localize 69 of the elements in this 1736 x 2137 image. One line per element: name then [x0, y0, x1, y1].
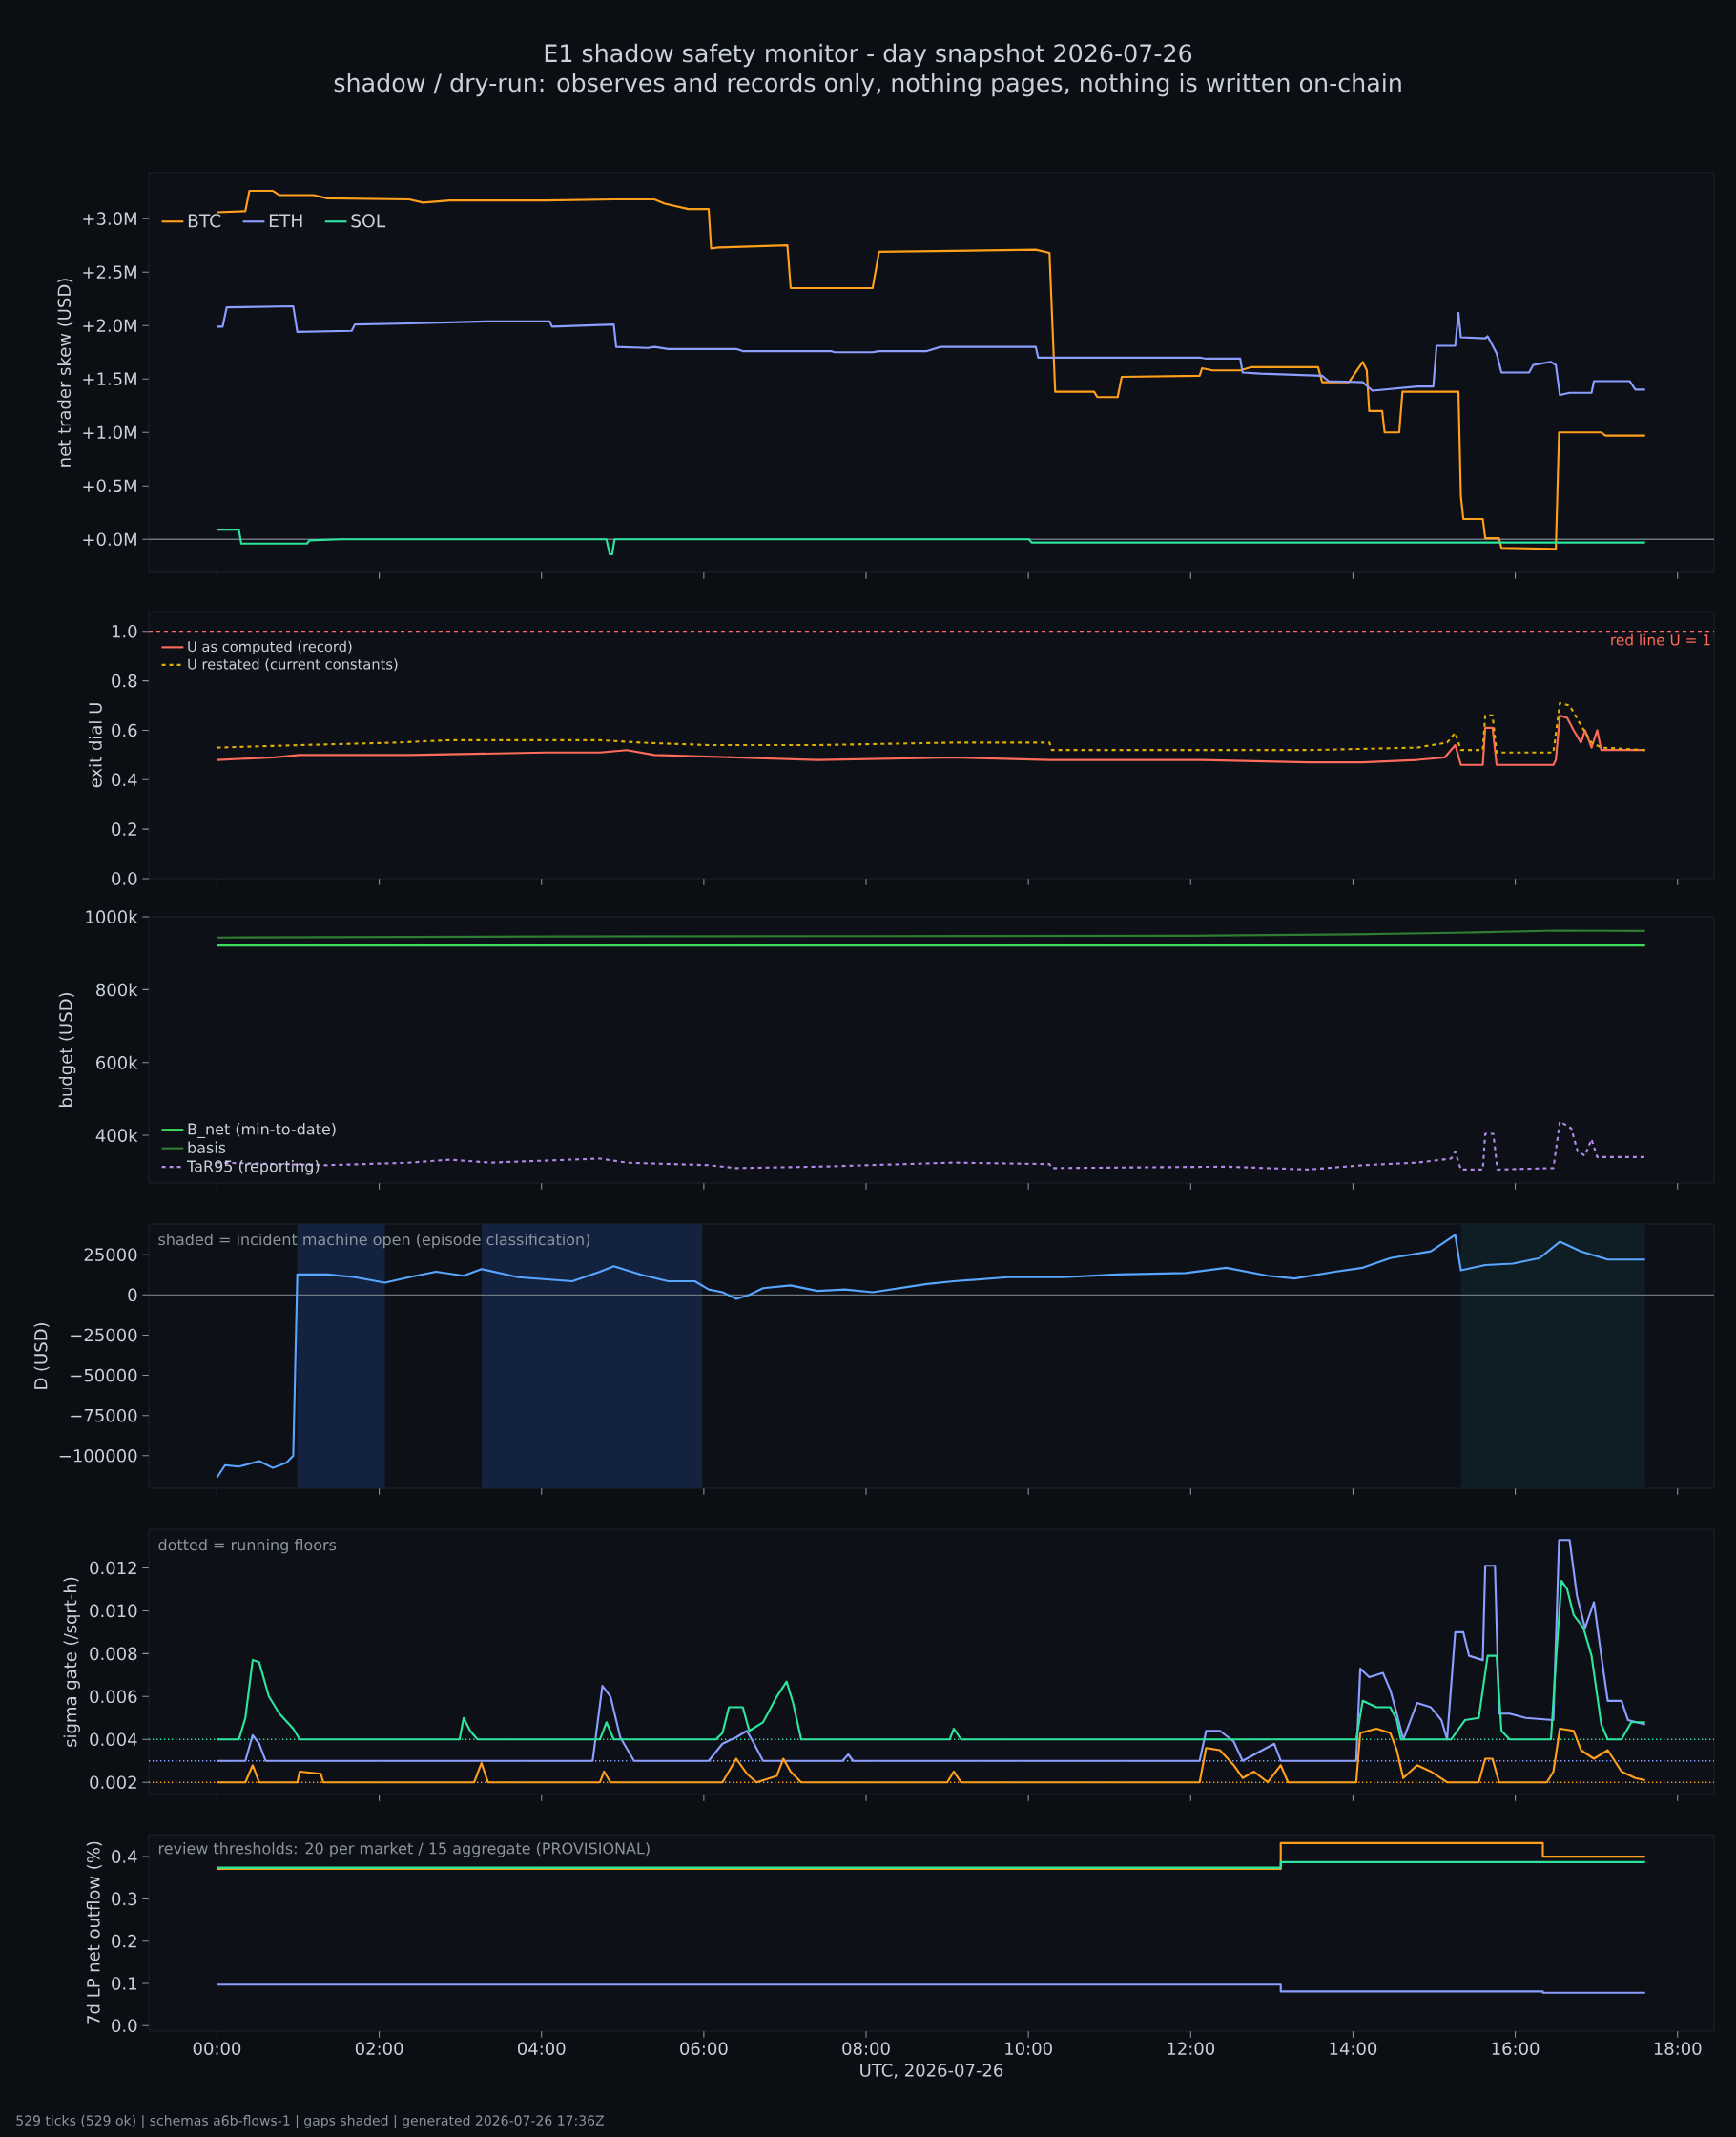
y-tick-label: 0.6 — [112, 723, 137, 737]
y-axis-title: net trader skew (USD) — [57, 279, 73, 467]
x-tick-label: 02:00 — [355, 2042, 403, 2056]
chart-subtitle: shadow / dry-run: observes and records only, nothing pages, nothing is written on-chain — [334, 73, 1401, 97]
x-tick-label: 08:00 — [842, 2042, 890, 2056]
y-tick-label: 0.012 — [90, 1561, 136, 1575]
legend-label: U restated (current constants) — [188, 658, 398, 672]
y-axis-title: 7d LP net outflow (%) — [86, 1841, 102, 2024]
x-axis-title: UTC, 2026-07-26 — [860, 2064, 1003, 2079]
y-tick-label: −25000 — [71, 1328, 137, 1342]
y-tick-label: 0.0 — [112, 2019, 137, 2033]
x-tick-label: 10:00 — [1005, 2042, 1052, 2056]
y-tick-label: 0.004 — [90, 1732, 137, 1747]
y-axis-title: budget (USD) — [58, 993, 76, 1107]
y-tick-label: 800k — [96, 983, 138, 997]
legend-label: U as computed (record) — [188, 640, 352, 654]
y-tick-label: +0.0M — [83, 532, 136, 547]
text: 529 ticks (529 ok) | schemas a6b-flows-1 | gaps shaded | generated 2026-07-26 17:36Z — [16, 2115, 605, 2129]
y-tick-label: 0.010 — [90, 1604, 137, 1618]
y-tick-label: 0.3 — [112, 1892, 137, 1906]
y-tick-label: +1.0M — [83, 425, 136, 440]
x-tick-label: 14:00 — [1330, 2042, 1377, 2056]
y-tick-label: 25000 — [84, 1248, 137, 1261]
y-tick-label: 1000k — [86, 910, 138, 923]
y-tick-label: 0 — [128, 1288, 137, 1302]
x-tick-label: 06:00 — [680, 2042, 728, 2056]
y-tick-label: 0.1 — [112, 1977, 136, 1990]
line-series — [216, 929, 1646, 939]
y-tick-label: 0.006 — [90, 1690, 137, 1704]
y-axis-title: exit dial U — [88, 703, 102, 788]
y-tick-label: 0.2 — [112, 1934, 136, 1948]
y-axis-title: sigma gate (/sqrt-h) — [63, 1577, 80, 1747]
x-tick-label: 16:00 — [1492, 2042, 1540, 2056]
y-tick-label: 0.8 — [112, 674, 137, 688]
legend-label: SOL — [351, 214, 386, 228]
y-tick-label: −100000 — [59, 1449, 137, 1463]
annotation: shaded = incident machine open (episode classification) — [158, 1233, 590, 1249]
legend-label: basis — [188, 1141, 226, 1153]
ref-line-label: red line U = 1 — [1611, 633, 1710, 646]
y-tick-label: +2.5M — [83, 265, 136, 279]
y-tick-label: 400k — [95, 1129, 138, 1142]
y-tick-label: 0.002 — [90, 1775, 136, 1790]
y-tick-label: −75000 — [71, 1408, 137, 1422]
legend-label: ETH — [269, 214, 302, 228]
legend-label: B_net (min-to-date) — [188, 1123, 336, 1139]
line-series — [216, 1234, 1646, 1479]
x-tick-label: 04:00 — [517, 2042, 566, 2056]
y-tick-label: 600k — [96, 1055, 138, 1069]
y-tick-label: 0.2 — [112, 822, 136, 836]
x-tick-label: 12:00 — [1168, 2042, 1215, 2056]
annotation: dotted = running floors — [158, 1538, 337, 1554]
y-tick-label: 0.008 — [90, 1647, 137, 1661]
chart-title: E1 shadow safety monitor - day snapshot 2026-07-26 — [545, 43, 1192, 68]
y-tick-label: 0.0 — [112, 872, 137, 885]
x-tick-label: 00:00 — [193, 2042, 241, 2056]
x-tick-label: 18:00 — [1654, 2042, 1702, 2056]
y-tick-label: −50000 — [71, 1368, 137, 1382]
y-tick-label: +2.0M — [83, 319, 136, 333]
legend-label: TaR95 (reporting) — [187, 1160, 320, 1175]
y-tick-label: +1.5M — [83, 372, 136, 385]
y-tick-label: 0.4 — [112, 1850, 137, 1863]
y-axis-title: D (USD) — [33, 1323, 50, 1389]
y-tick-label: 0.4 — [112, 773, 137, 787]
y-tick-label: +3.0M — [83, 212, 136, 225]
legend-label: BTC — [188, 214, 221, 228]
annotation: review thresholds: 20 per market / 15 aggregate (PROVISIONAL) — [158, 1842, 650, 1857]
y-tick-label: 1.0 — [112, 624, 137, 638]
y-tick-label: +0.5M — [83, 479, 136, 493]
line-series — [216, 529, 1646, 556]
